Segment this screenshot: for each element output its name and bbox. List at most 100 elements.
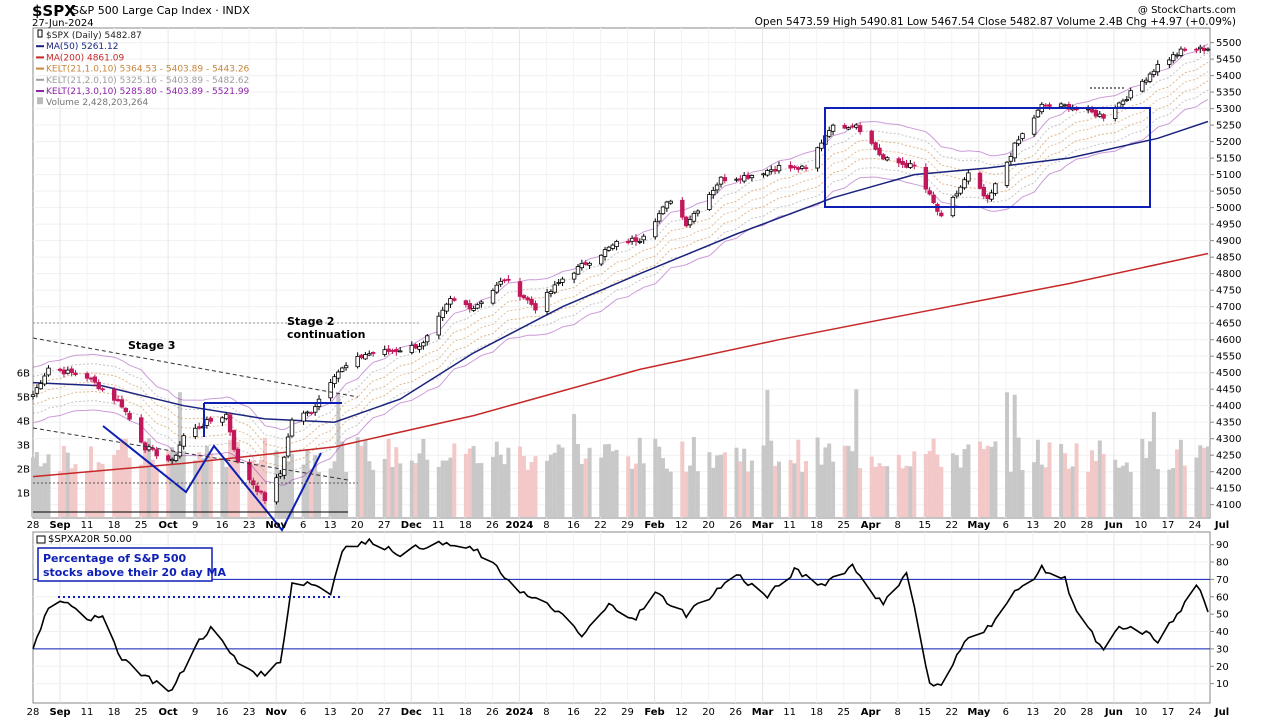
volume-bar	[719, 454, 723, 517]
candle-body	[908, 163, 913, 168]
volume-bar	[842, 445, 847, 517]
volume-bar	[448, 457, 453, 517]
lower-date-axis-tick-label: 23	[243, 707, 256, 718]
candle-body	[100, 388, 105, 391]
candle-body	[776, 165, 782, 172]
candle-body	[196, 426, 202, 429]
lower-date-axis-tick-label: Apr	[861, 707, 881, 718]
volume-bar	[1167, 469, 1172, 517]
volume-bar	[981, 449, 986, 517]
candle-body	[626, 240, 631, 244]
volume-bar	[436, 467, 441, 517]
candle-body	[722, 177, 728, 182]
volume-bar	[962, 449, 967, 517]
lower-date-axis-tick-label: 24	[1189, 707, 1202, 718]
candle-body	[231, 430, 237, 450]
candle-body	[1035, 109, 1041, 118]
lower-date-axis-tick-label: 26	[486, 707, 499, 718]
candle-body	[355, 355, 360, 368]
breadth-legend-swatch	[36, 535, 46, 544]
volume-bar	[823, 447, 828, 517]
date-axis-tick-label: 26	[486, 520, 499, 531]
volume-bar	[286, 461, 291, 517]
stage3-trendline-lower	[32, 427, 349, 481]
candle-body	[1113, 107, 1118, 119]
candle-body	[1101, 114, 1106, 119]
volume-bar	[614, 449, 619, 517]
lower-date-axis-tick-label: 18	[810, 707, 823, 718]
legend-entry: KELT(21,2.0,10) 5325.16 - 5403.89 - 5482…	[46, 76, 249, 86]
candle-body	[359, 354, 364, 359]
lower-date-axis-tick-label: 20	[351, 707, 364, 718]
volume-bar	[1101, 454, 1106, 517]
candle-body	[529, 298, 534, 305]
lower-date-axis-tick-label: 15	[918, 707, 931, 718]
candle-body	[772, 168, 778, 172]
lower-date-axis-tick-label: 16	[216, 707, 229, 718]
volume-bar	[533, 456, 538, 517]
date-axis-tick-label: 11	[81, 520, 94, 531]
legend-entry: KELT(21,3.0,10) 5285.80 - 5403.89 - 5521…	[46, 87, 250, 97]
candle-body	[38, 383, 43, 390]
candle-body	[896, 158, 901, 164]
legend-entry: Volume 2,428,203,264	[46, 98, 148, 108]
price-grid	[33, 28, 1210, 518]
volume-bar	[746, 471, 750, 517]
date-axis-tick-label: 28	[1081, 520, 1094, 531]
date-axis-tick-label: Oct	[159, 520, 178, 531]
date-axis-tick-label: 22	[594, 520, 607, 531]
volume-bar	[521, 456, 526, 517]
candle-body	[815, 147, 820, 169]
candle-body	[1058, 103, 1064, 108]
lower-date-axis-tick-label: 22	[594, 707, 607, 718]
legend-bar-icon	[37, 97, 43, 105]
volume-bar	[1032, 462, 1037, 517]
volume-tick-label: 6B	[17, 369, 30, 380]
volume-bar	[637, 437, 642, 517]
volume-bar	[1175, 449, 1180, 517]
candle-body	[1140, 80, 1145, 92]
volume-bar	[309, 468, 314, 517]
volume-bar	[73, 464, 78, 517]
candle-body	[452, 298, 457, 301]
date-axis-tick-label: 20	[1053, 520, 1066, 531]
candle-body	[440, 309, 445, 319]
volume-bar	[235, 441, 240, 517]
lower-date-axis-tick-label: 20	[1053, 707, 1066, 718]
w-pattern-line	[102, 425, 322, 532]
price-tick-label: 4500	[1216, 368, 1241, 379]
candle-body	[1155, 64, 1160, 73]
volume-bar	[556, 444, 561, 517]
breadth-axis: 10 20 30 40 50 60 70 80 90	[1210, 540, 1229, 690]
candle-body	[370, 351, 376, 354]
ma200-line	[32, 252, 1209, 478]
volume-bar	[896, 454, 901, 517]
price-tick-label: 4350	[1216, 418, 1241, 429]
volume-bar	[583, 458, 588, 517]
price-tick-label: 4850	[1216, 253, 1241, 264]
lower-date-axis-tick-label: 12	[675, 707, 688, 718]
breadth-tick-label: 90	[1216, 540, 1229, 551]
volume-bar	[1148, 441, 1152, 517]
volume-bar	[119, 438, 124, 517]
volume-bar	[390, 467, 395, 517]
volume-bar	[367, 461, 372, 517]
candle-body	[850, 125, 855, 128]
volume-bar	[1012, 394, 1017, 517]
volume-bar	[1155, 469, 1160, 517]
volume-bar	[247, 469, 252, 517]
volume-bar	[1005, 392, 1009, 517]
candle-body	[274, 477, 279, 503]
volume-bar	[313, 454, 318, 517]
date-axis-tick-label: Apr	[861, 520, 881, 531]
volume-bar	[1020, 470, 1025, 517]
candle-body	[96, 381, 101, 389]
candle-body	[224, 413, 229, 420]
candle-body	[336, 371, 341, 379]
candle-body	[1198, 46, 1203, 50]
date-axis-tick-label: 11	[783, 520, 796, 531]
volume-tick-label: 3B	[17, 441, 30, 452]
candle-body	[614, 240, 619, 247]
candle-body	[1128, 90, 1133, 99]
volume-bar	[935, 454, 940, 517]
